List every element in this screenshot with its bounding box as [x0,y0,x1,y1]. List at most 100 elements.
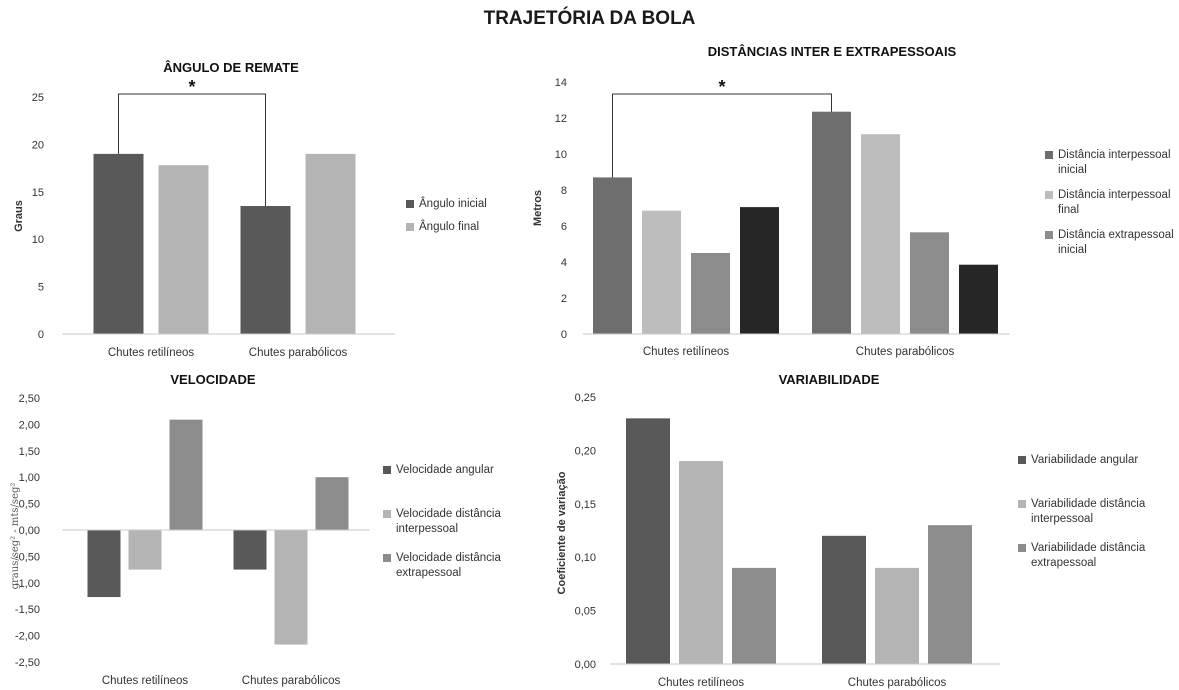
angulo-significance-bracket [118,93,266,207]
distancias-bar [910,232,949,334]
distancias-legend-swatch [1045,191,1053,199]
distancias-legend-label: Distância extrapessoal [1058,229,1174,241]
page-title: TRAJETÓRIA DA BOLA [483,8,696,29]
velocidade-y-tick-label: -1,50 [15,604,40,616]
variabilidade-bar [822,535,866,664]
velocidade-y-tick-label: 0,50 [19,499,40,511]
angulo-legend-swatch [406,223,414,231]
variabilidade-y-tick-label: 0,15 [575,499,596,511]
variabilidade-y-tick-label: 0,05 [575,606,596,618]
velocidade-y-tick-label: 2,50 [19,393,40,405]
variabilidade-bar [928,525,972,664]
velocidade-y-tick-label: -2,50 [15,657,40,669]
velocidade-bar [87,530,121,598]
velocidade-category-label: Chutes retilíneos [102,675,189,687]
distancias-y-tick-label: 8 [561,185,567,197]
variabilidade-y-tick-label: 0,25 [575,392,596,404]
velocidade-chart-title: VELOCIDADE [170,372,256,387]
angulo-legend-label: Ângulo inicial [419,197,487,210]
angulo-bar [158,165,209,334]
distancias-y-tick-label: 2 [561,293,567,305]
velocidade-y-tick-label: -2,00 [15,631,40,643]
distancias-legend-label: Distância interpessoal [1058,149,1171,161]
distancias-y-axis-label: Metros [532,190,544,226]
distancias-bar [812,111,851,334]
distancias-bar [593,177,632,334]
velocidade-category-label: Chutes parabólicos [242,675,341,687]
distancias-legend-label: inicial [1058,164,1087,176]
velocidade-legend-label: Velocidade distância [396,552,501,564]
angulo-y-tick-label: 5 [38,282,44,294]
distancias-y-tick-label: 14 [555,77,567,89]
variabilidade-legend-label: Variabilidade distância [1031,542,1146,554]
velocidade-legend-label: Velocidade distância [396,508,501,520]
variabilidade-bar [679,461,723,664]
velocidade-y-tick-label: 2,00 [19,419,40,431]
variabilidade-bar [875,567,919,664]
angulo-significance-marker: * [188,77,195,97]
velocidade-legend-label: interpessoal [396,523,458,535]
distancias-chart-title: DISTÂNCIAS INTER E EXTRAPESSOAIS [708,44,957,59]
angulo-y-tick-label: 25 [32,92,44,104]
velocidade-y-axis-label: graus/seg² - mts/seg² [10,483,21,590]
variabilidade-legend-label: Variabilidade distância [1031,498,1146,510]
distancias-bar [740,207,779,334]
velocidade-y-tick-label: -1,00 [15,578,40,590]
velocidade-legend-label: Velocidade angular [396,464,494,476]
distancias-legend-label: Distância interpessoal [1058,189,1171,201]
distancias-y-tick-label: 4 [561,257,567,269]
angulo-category-label: Chutes parabólicos [249,347,348,359]
distancias-bar [861,134,900,334]
angulo-legend-swatch [406,200,414,208]
velocidade-legend-swatch [383,466,391,474]
variabilidade-y-tick-label: 0,20 [575,445,596,457]
velocidade-legend-label: extrapessoal [396,567,461,579]
velocidade-y-tick-label: 0,00 [19,525,40,537]
distancias-y-tick-label: 6 [561,221,567,233]
variabilidade-legend-label: interpessoal [1031,513,1093,525]
distancias-legend-label: inicial [1058,244,1087,256]
distancias-y-tick-label: 0 [561,329,567,341]
distancias-significance-bracket [612,93,832,178]
velocidade-bar [169,419,203,530]
angulo-y-tick-label: 10 [32,234,44,246]
distancias-legend-label: final [1058,204,1079,216]
velocidade-bar [315,477,349,530]
variabilidade-bar [626,418,670,664]
variabilidade-y-tick-label: 0,00 [575,659,596,671]
distancias-bar [691,253,730,334]
velocidade-y-tick-label: -0,50 [15,551,40,563]
angulo-category-label: Chutes retilíneos [108,347,195,359]
velocidade-y-tick-label: 1,50 [19,446,40,458]
angulo-y-tick-label: 20 [32,139,44,151]
variabilidade-y-axis-label: Coeficiente de variação [556,471,568,594]
velocidade-bar [128,530,162,570]
distancias-category-label: Chutes parabólicos [856,346,955,358]
angulo-bar [305,153,356,334]
angulo-legend-label: Ângulo final [419,220,479,233]
variabilidade-bar [732,567,776,664]
variabilidade-legend-label: extrapessoal [1031,557,1096,569]
angulo-bar [240,206,291,334]
variabilidade-legend-label: Variabilidade angular [1031,454,1138,466]
angulo-y-axis-label: Graus [13,200,25,232]
velocidade-legend-swatch [383,510,391,518]
variabilidade-y-tick-label: 0,10 [575,552,596,564]
variabilidade-legend-swatch [1018,500,1026,508]
angulo-y-tick-label: 0 [38,329,44,341]
distancias-legend-swatch [1045,231,1053,239]
velocidade-y-tick-label: 1,00 [19,472,40,484]
distancias-significance-marker: * [718,77,725,97]
variabilidade-legend-swatch [1018,544,1026,552]
variabilidade-category-label: Chutes retilíneos [658,677,745,689]
variabilidade-category-label: Chutes parabólicos [848,677,947,689]
variabilidade-chart-title: VARIABILIDADE [779,372,880,387]
angulo-chart-title: ÂNGULO DE REMATE [163,60,299,75]
distancias-y-tick-label: 12 [555,113,567,125]
angulo-y-tick-label: 15 [32,187,44,199]
angulo-bar [93,153,144,334]
distancias-y-tick-label: 10 [555,149,567,161]
velocidade-legend-swatch [383,554,391,562]
distancias-bar [642,210,681,334]
